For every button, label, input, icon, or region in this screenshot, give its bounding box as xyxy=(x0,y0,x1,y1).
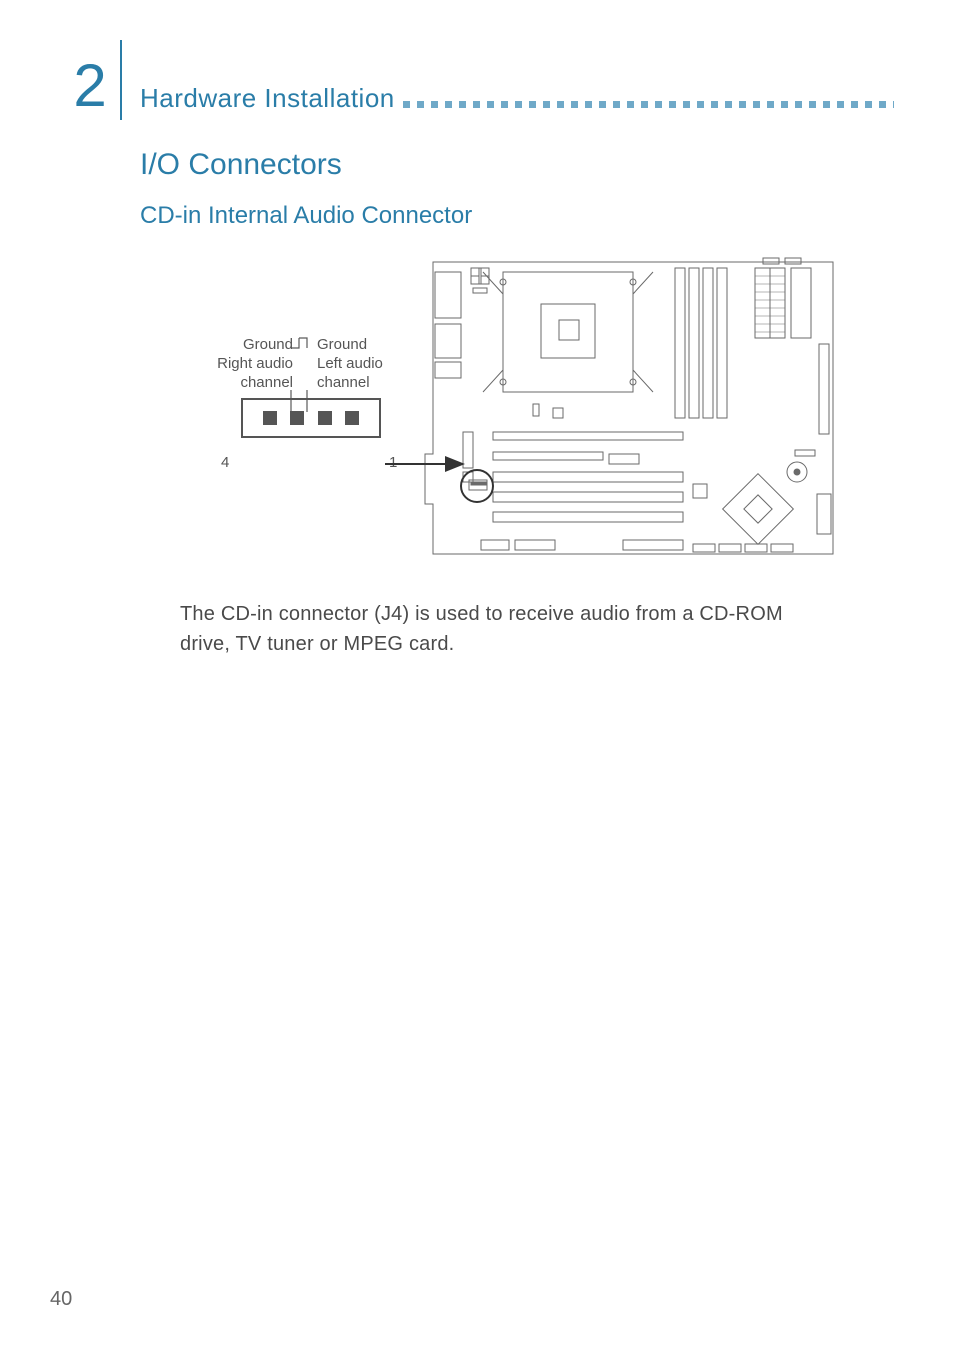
connector-pinout: Ground Right audio channel Ground Left a… xyxy=(191,254,411,438)
callout-arrow xyxy=(383,450,473,478)
pin-4 xyxy=(263,411,277,425)
pin-1 xyxy=(345,411,359,425)
motherboard-svg xyxy=(423,254,843,564)
pin-2 xyxy=(318,411,332,425)
subsection-title: CD-in Internal Audio Connector xyxy=(140,202,894,230)
connector-box xyxy=(241,398,381,438)
chapter-header: 2 Hardware Installation xyxy=(60,40,894,120)
chapter-title: Hardware Installation xyxy=(140,83,395,120)
section-title: I/O Connectors xyxy=(140,148,894,182)
body-paragraph: The CD-in connector (J4) is used to rece… xyxy=(180,599,834,659)
decorative-dots xyxy=(403,101,894,120)
figure: Ground Right audio channel Ground Left a… xyxy=(140,254,894,569)
chapter-number-box: 2 xyxy=(60,40,122,120)
page-number: 40 xyxy=(50,1288,72,1311)
pin-3 xyxy=(290,411,304,425)
pin-number-4: 4 xyxy=(221,454,229,471)
motherboard-diagram xyxy=(423,254,843,569)
chapter-number: 2 xyxy=(73,56,106,116)
